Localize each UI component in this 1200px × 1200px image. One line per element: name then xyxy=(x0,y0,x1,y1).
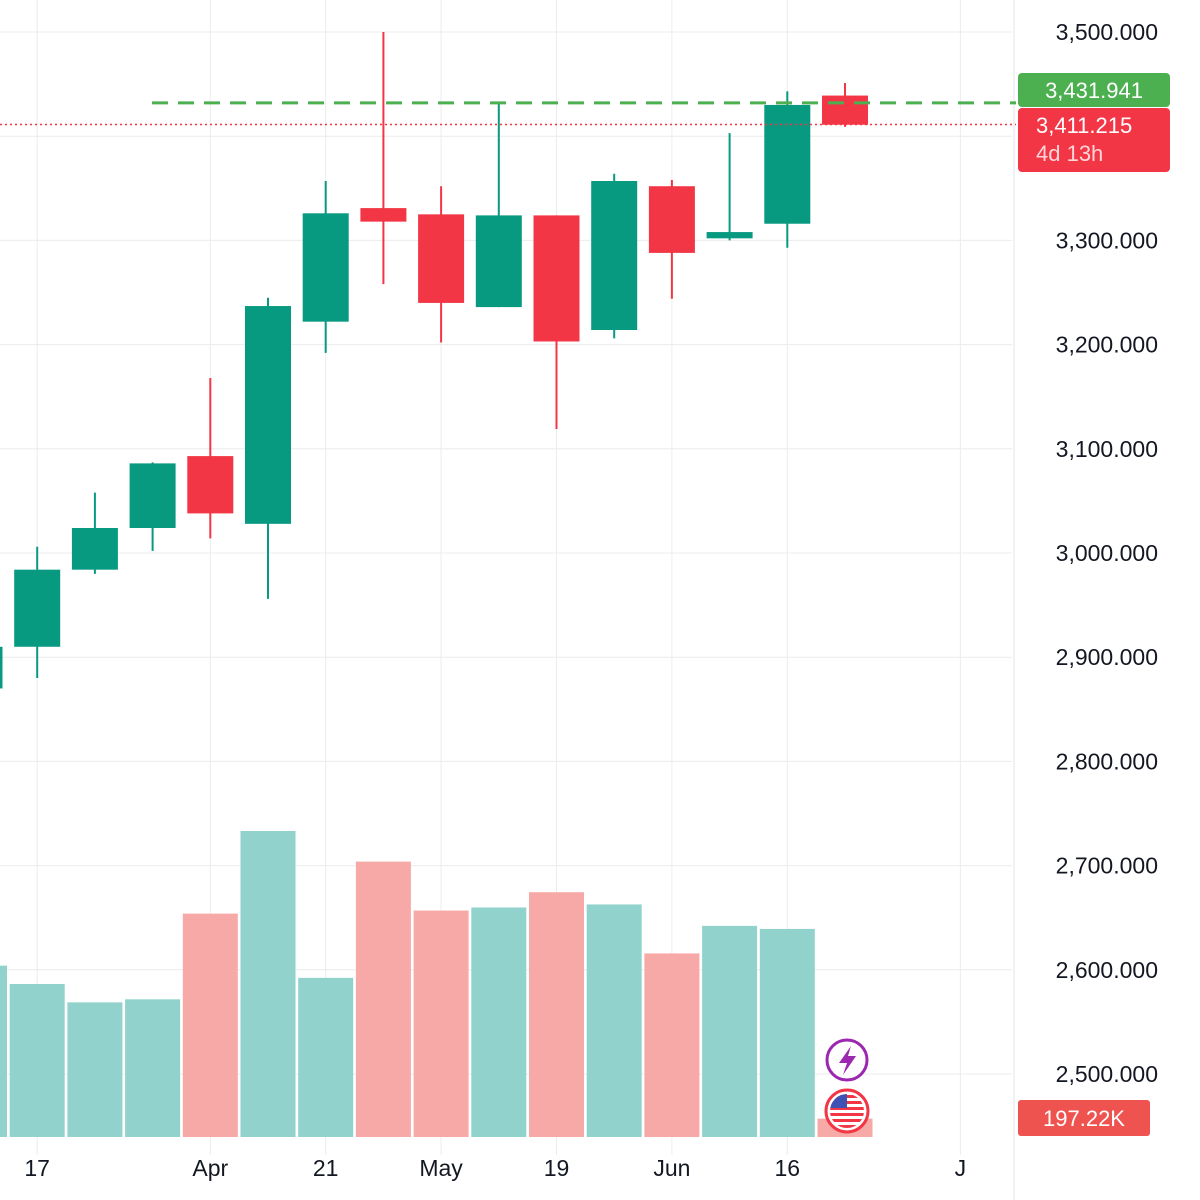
high-level-tag-text: 3,431.941 xyxy=(1045,78,1143,103)
level-layer xyxy=(0,101,1016,126)
candle-body xyxy=(475,215,522,308)
high-level-tag-bg xyxy=(1018,73,1170,107)
price-tick-label: 3,300.000 xyxy=(1056,227,1158,253)
price-tick-label: 3,100.000 xyxy=(1056,436,1158,462)
last-price-tag[interactable]: 3,411.215 4d 13h xyxy=(1018,108,1170,172)
candle-body xyxy=(764,104,811,224)
time-tick-label: 19 xyxy=(544,1155,570,1181)
candle-body xyxy=(533,215,580,342)
price-tick-label: 3,500.000 xyxy=(1056,19,1158,45)
volume-bar xyxy=(0,965,7,1137)
candle-body xyxy=(187,456,234,514)
price-tick-label: 2,800.000 xyxy=(1056,748,1158,774)
volume-bar xyxy=(413,910,469,1137)
last-price-tag-bg xyxy=(1018,108,1170,172)
price-tick-label: 2,600.000 xyxy=(1056,957,1158,983)
volume-layer xyxy=(0,831,873,1137)
volume-bar xyxy=(529,892,584,1137)
time-tick-label: 16 xyxy=(775,1155,801,1181)
volume-tag[interactable]: 197.22K xyxy=(1018,1100,1150,1136)
volume-bar xyxy=(125,999,181,1137)
candle-body xyxy=(648,186,695,253)
time-tick-label: 21 xyxy=(313,1155,339,1181)
candle-body xyxy=(706,232,753,239)
time-tick-label: Apr xyxy=(192,1155,228,1181)
candle-body xyxy=(302,213,349,322)
candle-body xyxy=(129,463,176,528)
price-tick-label: 3,000.000 xyxy=(1056,540,1158,566)
time-tick-label: J xyxy=(955,1155,967,1181)
candle-body xyxy=(71,527,118,570)
volume-tag-bg xyxy=(1018,1100,1150,1136)
lightning-icon[interactable] xyxy=(825,1038,869,1082)
volume-bar xyxy=(240,831,296,1137)
us-flag-icon[interactable] xyxy=(824,1088,870,1134)
candle-body xyxy=(360,208,407,222)
countdown-text: 4d 13h xyxy=(1036,141,1103,166)
volume-bar xyxy=(644,953,700,1137)
volume-bar xyxy=(298,977,354,1137)
candle-body xyxy=(245,306,291,524)
volume-bar xyxy=(182,913,238,1137)
volume-bar xyxy=(702,925,758,1137)
candle-layer xyxy=(0,32,868,689)
price-tick-label: 2,900.000 xyxy=(1056,644,1158,670)
price-tick-label: 2,500.000 xyxy=(1056,1061,1158,1087)
time-tick-label: May xyxy=(419,1155,463,1181)
last-price-tag-text: 3,411.215 xyxy=(1036,113,1132,138)
candle-body xyxy=(14,569,61,647)
volume-bar xyxy=(586,904,642,1137)
volume-bar xyxy=(759,928,815,1137)
price-axis[interactable]: 3,500.000 3,300.000 3,200.000 3,100.000 3,00… xyxy=(1056,19,1158,1087)
time-axis[interactable]: 17 Apr 21 May 19 Jun 16 J xyxy=(24,1155,966,1181)
volume-bar xyxy=(355,861,411,1137)
volume-tag-text: 197.22K xyxy=(1043,1106,1125,1131)
price-tick-label: 3,200.000 xyxy=(1056,332,1158,358)
candle-body xyxy=(822,95,868,125)
volume-bar xyxy=(471,907,527,1137)
high-level-tag[interactable]: 3,431.941 xyxy=(1018,73,1170,107)
time-tick-label: 17 xyxy=(24,1155,50,1181)
time-tick-label: Jun xyxy=(653,1155,690,1181)
candle-body xyxy=(418,214,465,303)
candle-body xyxy=(591,181,638,331)
volume-bar xyxy=(67,1002,123,1137)
price-tick-label: 2,700.000 xyxy=(1056,853,1158,879)
volume-bar xyxy=(9,984,65,1137)
candle-body xyxy=(0,646,3,689)
